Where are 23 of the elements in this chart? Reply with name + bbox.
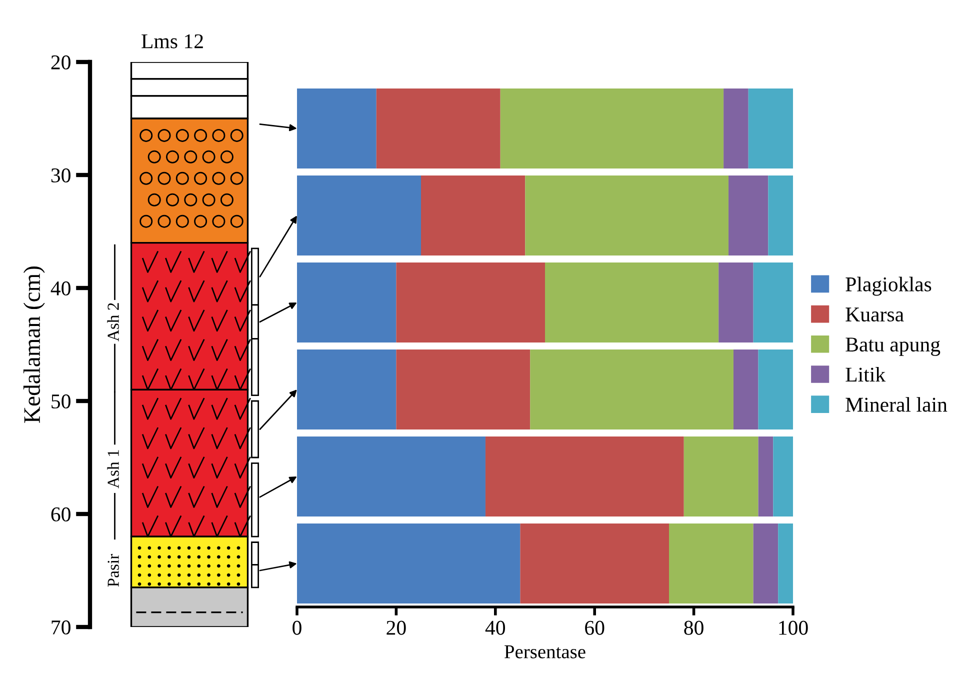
y-tick-label: 20 — [51, 55, 70, 70]
x-tick-label: 80 — [684, 620, 704, 635]
legend-label: Kuarsa — [846, 308, 904, 322]
x-axis-title: Persentase — [504, 645, 586, 658]
x-tick-label: 40 — [485, 620, 506, 635]
x-tick-label: 0 — [292, 620, 302, 635]
x-tick-label: 100 — [779, 620, 808, 635]
chart-title: Lms 12 — [142, 34, 203, 48]
x-tick-label: 60 — [585, 620, 604, 635]
legend-label: Batu apung — [846, 338, 940, 356]
y-tick-label: 50 — [52, 394, 70, 408]
legend-label: Plagioklas — [846, 276, 932, 296]
text: Ash 2 — [107, 303, 119, 342]
legend-label: Mineral lain — [846, 397, 948, 412]
y-tick-label: 70 — [52, 620, 70, 634]
y-axis-title: Kedalaman (cm) — [23, 266, 45, 423]
x-tick-label: 20 — [386, 620, 406, 635]
legend-label: Litik — [846, 367, 886, 382]
y-tick-label: 30 — [51, 168, 70, 182]
y-tick-label: 40 — [50, 281, 70, 296]
text: Pasir — [108, 554, 119, 587]
text: Ash 1 — [107, 450, 119, 488]
y-tick-label: 60 — [51, 507, 70, 522]
